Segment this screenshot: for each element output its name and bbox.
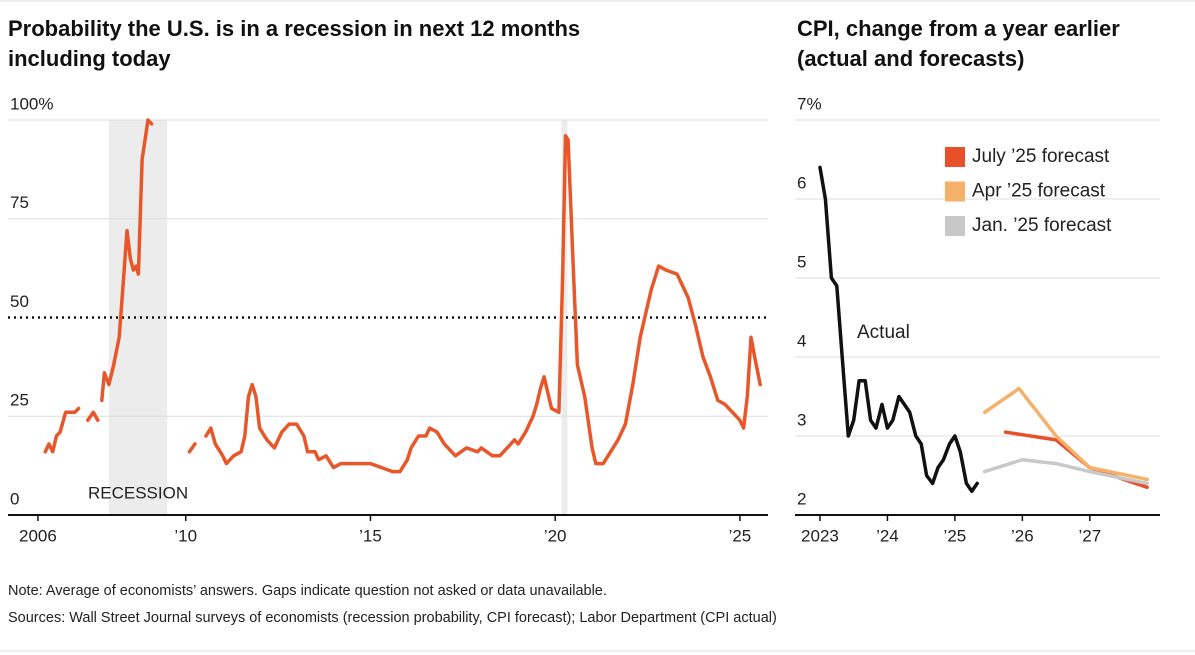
shade-label: RECESSION — [88, 483, 188, 502]
y-tick-label: 75 — [10, 193, 29, 212]
y-tick-label: 25 — [10, 391, 29, 410]
legend-label: Jan. ’25 forecast — [972, 215, 1112, 236]
y-tick-label: 4 — [797, 331, 806, 350]
x-tick-label: ’25 — [729, 526, 752, 545]
series-line — [818, 165, 979, 494]
x-tick-label: ’10 — [174, 526, 197, 545]
legend-swatch — [945, 147, 965, 167]
chart-title: Probability the U.S. is in a recession i… — [8, 16, 580, 41]
series-line — [982, 457, 1149, 486]
chart-title: including today — [8, 46, 171, 71]
series-line — [982, 386, 1149, 482]
legend-swatch — [945, 181, 965, 202]
x-tick-label: 2006 — [19, 526, 57, 545]
legend-label: July ’25 forecast — [972, 146, 1110, 167]
x-tick-label: ’15 — [359, 526, 382, 545]
x-tick-label: ’20 — [544, 526, 567, 545]
chart-title: CPI, change from a year earlier — [797, 16, 1120, 41]
y-tick-label: 7% — [797, 94, 822, 113]
recession-shade — [108, 120, 168, 515]
legend-label: Apr ’25 forecast — [972, 181, 1106, 202]
y-tick-label: 5 — [797, 252, 806, 271]
y-tick-label: 6 — [797, 173, 806, 192]
x-tick-label: ’26 — [1011, 526, 1034, 545]
y-tick-label: 0 — [10, 489, 19, 508]
x-tick-label: ’27 — [1078, 526, 1101, 545]
note: Note: Average of economists’ answers. Ga… — [8, 583, 607, 599]
y-tick-label: 2 — [797, 489, 806, 508]
legend-swatch — [945, 216, 965, 236]
y-tick-label: 3 — [797, 410, 806, 429]
x-tick-label: ’24 — [876, 526, 899, 545]
x-tick-label: ’25 — [944, 526, 967, 545]
annotation: Actual — [857, 322, 910, 343]
y-tick-label: 50 — [10, 292, 29, 311]
series-line — [43, 118, 762, 474]
sources: Sources: Wall Street Journal surveys of … — [8, 610, 777, 626]
chart-title: (actual and forecasts) — [797, 46, 1024, 71]
y-tick-label: 100% — [10, 94, 53, 113]
x-tick-label: 2023 — [801, 526, 839, 545]
recession-shade — [561, 120, 568, 515]
